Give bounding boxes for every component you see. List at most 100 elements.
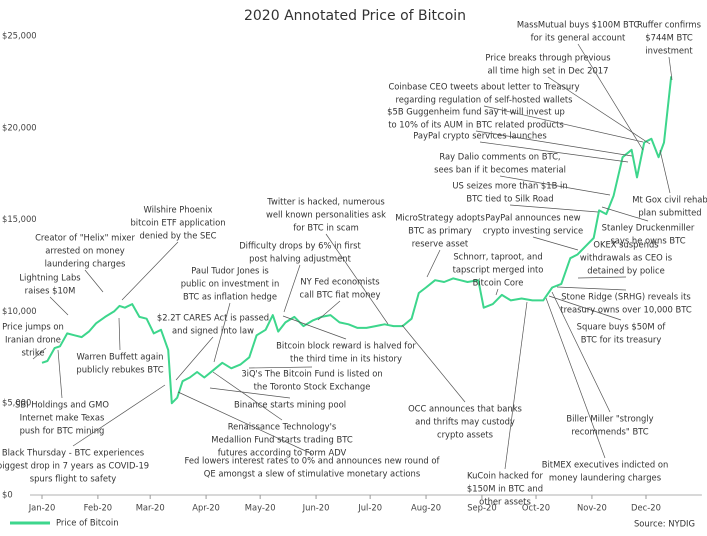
annotation: Black Thursday - BTC experiences <box>2 448 144 458</box>
x-tick-label: Dec-20 <box>631 503 661 513</box>
annotation: Renaissance Technology's <box>228 422 337 432</box>
annotation: Paul Tudor Jones is <box>191 266 269 276</box>
y-tick-label: $10,000 <box>2 306 37 316</box>
leader-line <box>248 366 313 369</box>
leader-line <box>118 317 121 351</box>
chart-title: 2020 Annotated Price of Bitcoin <box>244 8 466 24</box>
annotation: well known personalities ask <box>266 210 386 220</box>
leader-line <box>84 269 104 293</box>
annotation: Medallion Fund starts trading BTC <box>211 435 353 445</box>
annotation: and thrifts may custody <box>415 417 515 427</box>
y-tick-label: $25,000 <box>2 31 37 41</box>
annotation: reserve asset <box>412 239 469 249</box>
annotation: tapscript merged into <box>453 265 544 275</box>
leader-line <box>509 204 599 213</box>
leader-line <box>577 43 644 151</box>
annotation: SBI Holdings and GMO <box>15 400 109 410</box>
annotation: and signed into law <box>172 326 254 336</box>
x-tick-label: Jul-20 <box>357 503 382 513</box>
annotation: arrested on money <box>45 246 124 256</box>
annotation: crypto investing service <box>483 226 583 236</box>
annotation: for BTC in scam <box>293 223 359 233</box>
leader-line <box>401 324 466 403</box>
leader-line <box>547 76 651 145</box>
leader-line <box>499 175 611 196</box>
annotation: publicly rebukes BTC <box>76 365 163 375</box>
leader-line <box>282 315 347 340</box>
annotation: raises $10M <box>25 286 76 296</box>
leader-line <box>483 105 644 143</box>
leader-line <box>556 286 627 291</box>
annotation: biggest drop in 7 years as COVID-19 <box>0 461 149 471</box>
leader-line <box>177 391 313 455</box>
x-tick-label: Apr-20 <box>192 503 220 513</box>
annotation: the Toronto Stock Exchange <box>254 382 371 392</box>
annotation: KuCoin hacked for <box>467 471 543 481</box>
annotation: OCC announces that banks <box>408 404 522 414</box>
annotation: spurs flight to safety <box>30 474 117 484</box>
annotation: laundering charges <box>45 259 126 269</box>
x-tick-label: Nov-20 <box>577 503 607 513</box>
leader-line <box>175 336 214 381</box>
annotation: Square buys $50M of <box>577 322 667 332</box>
leader-line <box>668 56 673 81</box>
annotation: Internet make Texas <box>20 413 105 423</box>
annotation: to 10% of its AUM in BTC related product… <box>388 120 564 130</box>
leader-line <box>495 288 499 296</box>
annotation: Fed lowers interest rates to 0% and anno… <box>185 456 441 466</box>
annotation: Bitcoin Core <box>473 278 524 288</box>
annotation: $5B Guggenheim fund say it will invest u… <box>387 107 565 117</box>
annotation: strike <box>21 348 44 358</box>
y-tick-label: $0 <box>2 490 13 500</box>
annotation: Lightning Labs <box>19 273 80 283</box>
annotation: withdrawals as CEO is <box>580 253 672 263</box>
leader-line <box>32 347 47 360</box>
annotation: says he owns BTC <box>610 236 685 246</box>
annotation: denied by the SEC <box>139 231 216 241</box>
leader-line <box>209 387 291 399</box>
leader-line <box>532 236 579 251</box>
annotation: BTC as primary <box>408 226 472 236</box>
annotation: $2.2T CARES Act is passed <box>157 313 269 323</box>
y-tick-label: $5,000 <box>2 398 31 408</box>
annotation: Ray Dalio comments on BTC, <box>439 152 560 162</box>
annotation: Warren Buffett again <box>77 352 164 362</box>
annotation: for its general account <box>531 33 626 43</box>
price-line <box>41 76 673 405</box>
annotation: push for BTC mining <box>20 426 105 436</box>
annotation: public on investment in <box>181 279 280 289</box>
x-tick-label: Jun-20 <box>302 503 330 513</box>
y-tick-label: $20,000 <box>2 122 37 132</box>
annotation: regarding regulation of self-hosted wall… <box>395 95 572 105</box>
annotation: Iranian drone <box>5 335 61 345</box>
leader-line <box>212 371 283 421</box>
annotation: $150M in BTC and <box>467 484 543 494</box>
leader-line <box>551 291 611 413</box>
annotation: OKEX suspends <box>593 240 658 250</box>
annotation: BTC tied to Silk Road <box>466 194 553 204</box>
annotation: Bitcoin block reward is halved for <box>276 341 416 351</box>
x-tick-label: May-20 <box>245 503 276 513</box>
annotation: Twitter is hacked, numerous <box>266 197 384 207</box>
annotation: call BTC fiat money <box>300 290 381 300</box>
annotation: BTC as inflation hedge <box>183 292 277 302</box>
leader-line <box>283 264 301 313</box>
annotation: US seizes more than $1B in <box>452 181 567 191</box>
annotation: all time high set in Dec 2017 <box>488 66 609 76</box>
annotation: Mt Gox civil rehab <box>632 195 707 205</box>
annotation: the third time in its history <box>290 354 402 364</box>
annotation: PayPal crypto services launches <box>413 131 546 141</box>
x-tick-label: Feb-20 <box>84 503 113 513</box>
leader-line <box>121 241 179 301</box>
annotation: money laundering charges <box>549 473 661 483</box>
legend-label: Price of Bitcoin <box>56 518 119 528</box>
annotation: investment <box>645 46 693 56</box>
x-tick-label: Jan-20 <box>28 503 56 513</box>
x-tick-label: Oct-20 <box>522 503 550 513</box>
annotation: 3iQ's The Bitcoin Fund is listed on <box>241 369 382 379</box>
annotation: QE amongst a slew of stimulative monetar… <box>204 469 420 479</box>
x-tick-label: Aug-20 <box>411 503 441 513</box>
x-tick-label: Mar-20 <box>136 503 165 513</box>
annotation: Price breaks through previous <box>485 53 610 63</box>
annotation: Difficulty drops by 6% in first <box>239 241 361 251</box>
